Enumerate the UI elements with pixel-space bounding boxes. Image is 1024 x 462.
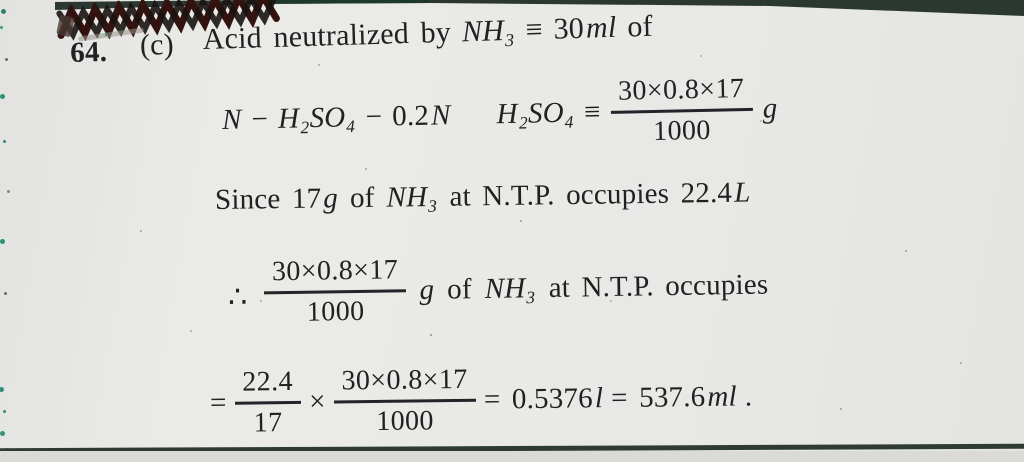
fraction-numerator: 30×0.8×17 [609,73,753,114]
mass-fraction: 30×0.8×17 1000 [333,363,476,437]
volume-number: 30 [553,11,585,46]
answer-option: (c) [139,27,175,62]
fraction-numerator: 30×0.8×17 [263,254,407,294]
fraction-numerator: 22.4 [234,366,302,405]
molar-volume-fraction: 22.4 17 [234,366,302,439]
occupies-volume: at N.T.P. occupies 22.4 L [449,176,750,213]
minus-sign: − [251,102,269,135]
normality-number: 0.2 [391,99,430,132]
nh3-formula: NH₃ [386,180,438,214]
equivalence-symbol: ≡ [525,12,544,47]
h2so4-formula: H₂SO₄ [277,100,356,135]
minus-sign: − [365,100,383,133]
fraction-denominator: 1000 [376,404,435,437]
ntp-text: at N.T.P. occupies 22.4 [449,176,733,213]
equals-sign: = [209,386,227,419]
litre-unit: l [594,381,604,414]
gram-unit: g [762,91,778,125]
of-text: of [446,272,472,306]
fraction-denominator: 1000 [306,295,365,328]
solution-line-5: = 22.4 17 × 30×0.8×17 1000 = 0.5376 l = … [209,355,752,444]
nh3-formula: NH₃ [461,13,516,49]
solution-line-2: N − H₂SO₄ − 0.2 N H₂SO₄ ≡ 30×0.8×17 1000… [221,68,778,160]
page-bottom-margin [0,451,1024,462]
normality-symbol: N [221,103,242,136]
result-litres-value: = 0.5376 [483,381,594,416]
pen-scribble-mark [56,0,280,42]
since-mass: Since 17 g [215,182,338,217]
result-ml-value: = 537.6 [610,380,706,414]
fraction-numerator: 30×0.8×17 [333,363,476,403]
full-stop: . [744,379,753,412]
since-text: Since 17 [214,182,322,216]
mass-fraction: 30×0.8×17 1000 [609,73,754,148]
mass-fraction: 30×0.8×17 1000 [263,254,407,328]
ml-unit: ml [707,380,737,413]
volume-unit: ml [585,10,617,45]
ntp-occupies-text: at N.T.P. occupies [548,268,769,304]
litre-unit: L [733,176,751,209]
equivalence-symbol: ≡ [583,95,601,128]
gram-unit: g [419,273,435,306]
problem-number: 64. [69,35,108,69]
normality-value: 0.2 N [392,99,451,133]
fraction-denominator: 1000 [652,114,712,147]
multiply-sign: × [308,385,326,418]
therefore-symbol: ∴ [227,280,248,314]
solution-line-3: Since 17 g of NH₃ at N.T.P. occupies 22.… [215,172,751,221]
gap [461,114,487,115]
paper-noise-dots [0,0,2,2]
gram-unit: g [323,181,339,214]
line1-intro-text: Acid neutralized by [202,15,452,57]
solution-line-4: ∴ 30×0.8×17 1000 g of NH₃ at N.T.P. occu… [227,244,769,334]
result-millilitres: = 537.6 ml [611,380,737,415]
of-text: of [349,181,375,214]
normality-unit: N [430,98,451,132]
nh3-formula: NH₃ [484,271,536,305]
volume-value: 30 ml [553,11,617,47]
h2so4-formula: H₂SO₄ [496,96,575,130]
result-litres: = 0.5376 l [484,382,604,416]
fraction-denominator: 17 [253,406,283,438]
line1-trailing-text: of [626,9,654,44]
